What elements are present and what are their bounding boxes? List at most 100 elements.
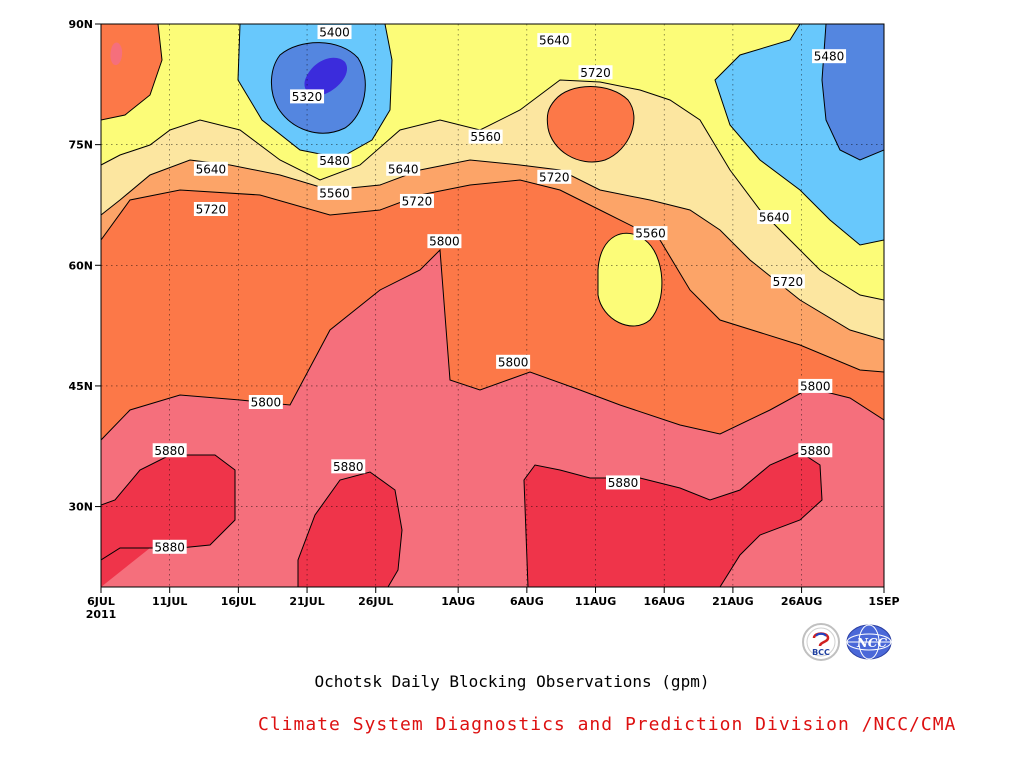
contour-label-bg (193, 201, 228, 216)
contour-label-bg (633, 226, 668, 241)
contour-label-bg (427, 234, 462, 249)
contour-label-bg (152, 443, 187, 458)
x-tick-label: 21AUG (712, 595, 753, 608)
ncc-logo: NCC (846, 624, 892, 660)
contour-label-bg (770, 274, 805, 289)
contour-label: 5800 (429, 235, 460, 249)
y-tick-label: 75N (68, 139, 93, 152)
contour-label-bg (757, 210, 792, 225)
contour-label-bg (578, 65, 613, 80)
contour-label: 5560 (319, 186, 350, 200)
band-5800-5880-corner (110, 42, 123, 66)
x-tick-label: 16AUG (643, 595, 684, 608)
contour-label-bg (386, 161, 421, 176)
band-5480-5560-island (598, 233, 662, 326)
plot-frame (100, 23, 885, 588)
y-tick-label: 90N (68, 18, 93, 31)
bcc-logo: BCC (802, 623, 840, 661)
contour-label-bg (798, 443, 833, 458)
contour-label-bg (399, 193, 434, 208)
contour-label-bg (606, 475, 640, 490)
contour-label: 5880 (154, 540, 185, 554)
contour-label: 5320 (292, 90, 323, 104)
contour-label: 5880 (800, 444, 831, 458)
contour-label-bg (152, 539, 187, 554)
x-tick-label: 11AUG (575, 595, 616, 608)
contour-label: 5880 (333, 460, 364, 474)
contour-label: 5720 (196, 202, 227, 216)
contour-label: 5560 (470, 130, 501, 144)
y-tick-label: 60N (68, 259, 93, 272)
x-tick-label: 26AUG (781, 595, 822, 608)
contour-label-bg (248, 395, 283, 410)
contour-label-bg (193, 161, 228, 176)
chart-title: Ochotsk Daily Blocking Observations (gpm… (314, 672, 710, 691)
contour-label: 5480 (814, 50, 845, 64)
band-above-5880-3 (524, 452, 822, 587)
x-tick-label: 1AUG (441, 595, 475, 608)
contour-label: 5880 (154, 444, 185, 458)
contour-label: 5720 (773, 275, 804, 289)
contour-line-5320-east (821, 24, 884, 161)
contour-line-5640 (101, 179, 884, 373)
x-tick-label: 11JUL (152, 595, 187, 608)
x-tick-label: 16JUL (221, 595, 256, 608)
band-above-5880-1 (101, 455, 235, 580)
contour-label: 5400 (319, 26, 350, 40)
x-tick-label: 6JUL (87, 595, 115, 608)
contour-label-bg (331, 459, 366, 474)
x-tick-label: 1SEP (868, 595, 899, 608)
y-tick-label: 45N (68, 380, 93, 393)
contour-label: 5720 (539, 170, 570, 184)
grid-lines (101, 24, 884, 587)
ncc-logo-text: NCC (856, 636, 888, 650)
band-5720-5800-high (547, 86, 634, 162)
contour-label: 5480 (319, 154, 350, 168)
contour-label-bg (496, 354, 531, 369)
contour-label: 5720 (402, 194, 433, 208)
contour-line-5720-high (546, 86, 635, 163)
contour-label: 5560 (635, 227, 666, 241)
contour-line-5720-corner (101, 24, 163, 121)
contour-label-bg (812, 49, 847, 64)
credit-line: Climate System Diagnostics and Predictio… (258, 714, 957, 735)
contour-label-bg (537, 169, 572, 184)
contour-line-5880-3 (523, 451, 823, 587)
contour-label: 5640 (388, 162, 419, 176)
contour-line-5560 (101, 159, 884, 341)
contour-line-5320-west (271, 42, 366, 134)
contour-line-5560-island (597, 232, 663, 327)
contour-label: 5880 (608, 476, 639, 490)
contour-line-5880-2 (297, 471, 403, 587)
contour-label: 5640 (539, 34, 570, 48)
band-above-5880-2 (298, 472, 402, 587)
contour-line-5800 (101, 248, 884, 441)
x-year-label: 2011 (86, 608, 117, 621)
contour-labels: 5400 5320 5480 5560 5640 5720 5560 5640 5720 5720… (152, 25, 847, 554)
contour-label: 5800 (498, 355, 529, 369)
contour-label-bg (317, 153, 352, 168)
contour-label: 5640 (759, 211, 790, 225)
bcc-logo-text: BCC (812, 648, 830, 657)
contour-line-5880-1 (101, 454, 236, 561)
contour-label-bg (317, 185, 352, 200)
contour-label-bg (317, 25, 352, 40)
contour-label: 5720 (580, 66, 611, 80)
contour-label-bg (798, 378, 833, 393)
contour-line-5400-east (714, 24, 884, 246)
contour-label-bg (290, 89, 325, 104)
y-tick-label: 30N (68, 501, 93, 514)
band-below-5320 (304, 57, 348, 96)
contour-label: 5800 (800, 379, 831, 393)
contour-label-bg (537, 33, 572, 48)
contour-label: 5640 (196, 162, 227, 176)
x-tick-label: 6AUG (510, 595, 544, 608)
band-above-5880-1b (101, 548, 150, 587)
axis-ticks: 6JUL 11JUL 16JUL 21JUL 26JUL 1AUG 6AUG 11AUG 16A… (68, 18, 899, 621)
x-tick-label: 26JUL (358, 595, 393, 608)
contour-label-bg (468, 129, 503, 144)
x-tick-label: 21JUL (289, 595, 324, 608)
contour-label: 5800 (251, 396, 282, 410)
contour-fills (101, 24, 884, 587)
